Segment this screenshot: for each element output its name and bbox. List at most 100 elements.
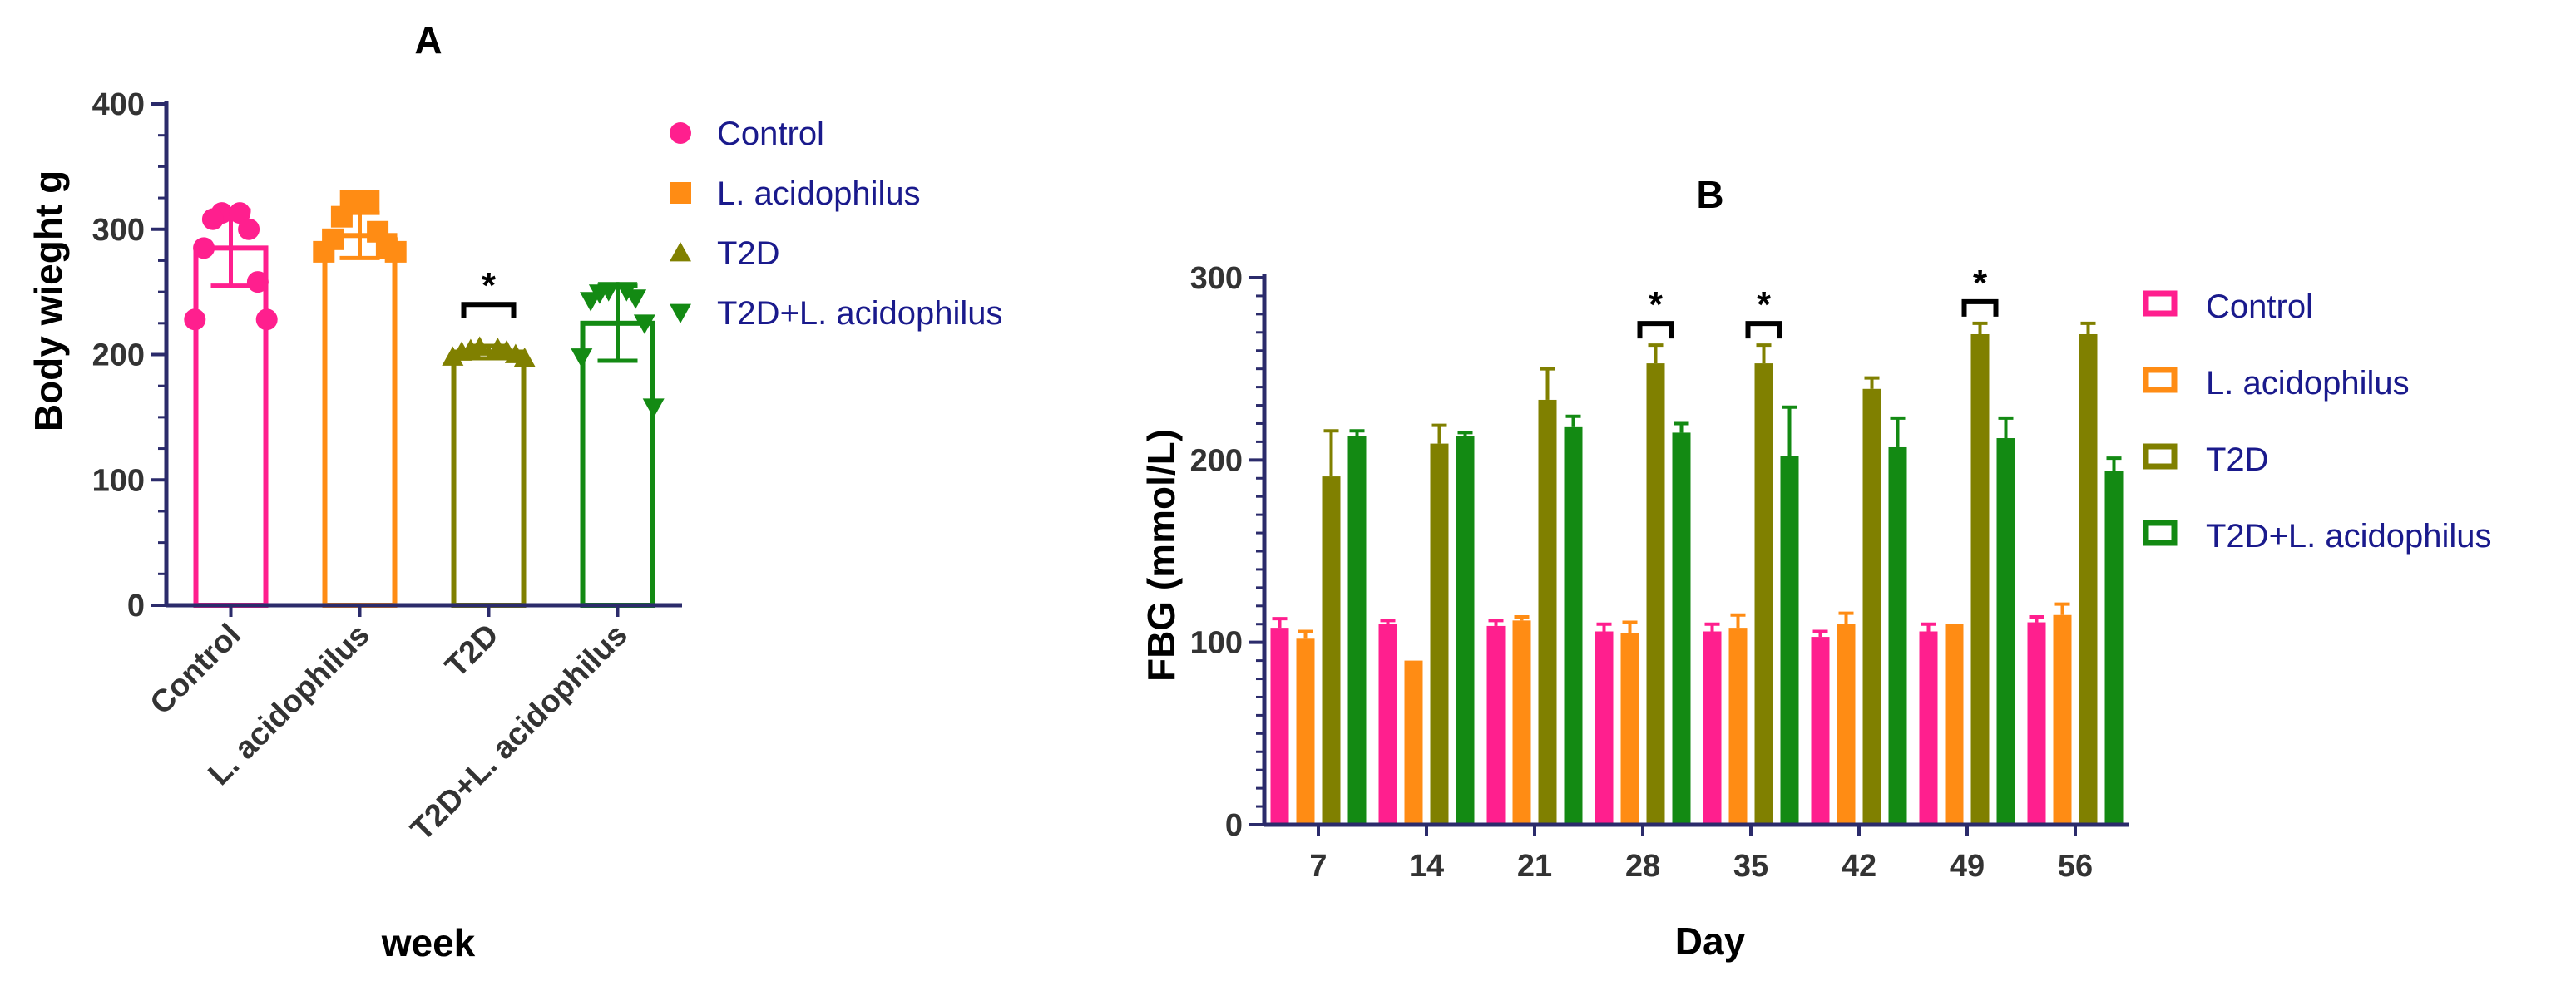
panel-a-title: A [414,18,442,62]
panel-b-title: B [1696,173,1723,216]
legend-label: T2D+L. acidophilus [717,295,1003,332]
bar [1862,388,1881,825]
bar [1296,638,1315,825]
panel-b-plot: 7 14 21 28 35 42 49 56 0 100 200 300 * * * [1190,261,2129,884]
significance-star: * [482,265,497,306]
significance-star: * [1757,284,1772,325]
data-point [625,289,647,309]
bar [2027,622,2046,825]
bar [1919,631,1938,825]
data-point [442,346,464,366]
data-point [330,205,353,228]
data-point [193,237,215,259]
y-tick-label: 0 [1225,808,1243,843]
panel-b: B FBG (mmol/L) Day 7 14 21 28 35 42 49 56 0 100 20… [1140,173,2492,963]
y-tick-label: 100 [92,463,145,498]
data-point [184,308,206,331]
y-tick-label: 300 [1190,261,1243,296]
bar [1780,456,1799,825]
panel-a-legend: Control L. acidophilus T2D T2D+L. acidophil… [670,116,1003,332]
data-point [246,271,269,293]
legend-label: T2D [717,235,780,272]
y-tick-label: 200 [1190,443,1243,478]
panel-b-x-axis-label: Day [1675,919,1746,963]
bar [1378,624,1397,825]
legend-swatch [2143,443,2178,470]
x-tick-label: 49 [1950,849,1985,884]
bar [1456,436,1475,825]
legend-marker [670,182,691,204]
y-tick-label: 300 [92,213,145,248]
x-tick-label: 21 [1517,849,1552,884]
bar [1728,628,1748,825]
significance-star: * [1649,284,1664,325]
significance-bracket [1745,321,1782,339]
legend-swatch [2143,367,2178,393]
x-tick-label: T2D [438,618,505,684]
x-tick-label: 56 [2058,849,2093,884]
bar [1404,660,1423,825]
bar [1538,399,1557,825]
bar [1811,637,1830,825]
bar [1595,631,1614,825]
panel-b-legend: Control L. acidophilus T2D T2D+L. acidophil… [2143,288,2492,555]
y-tick-label: 0 [127,589,145,624]
x-tick-label: T2D+L. acidophilus [404,618,635,848]
significance-star: * [1973,263,1988,303]
legend-label: L. acidophilus [2206,365,2410,402]
data-point [384,240,407,263]
data-point [229,202,251,224]
legend-label: L. acidophilus [717,175,921,212]
bar [1270,628,1289,825]
x-tick-label: 7 [1309,849,1327,884]
bar-2 [451,349,527,608]
bar [2053,614,2072,825]
legend-label: Control [2206,288,2313,325]
bar [1996,438,2015,825]
bar [1703,631,1722,825]
data-point [238,218,260,240]
bar [1512,620,1531,825]
panel-a: A Body wieght g week Control L. acidophil… [27,18,1003,964]
bar [1945,624,1964,825]
legend-label: Control [717,116,824,152]
bar [1646,363,1665,825]
data-point [633,314,655,334]
bar [1486,625,1506,825]
data-point [513,348,536,367]
bar [2079,333,2098,825]
significance-bracket [461,302,517,318]
bar [1430,443,1449,825]
data-point [313,240,335,263]
data-point [201,208,224,230]
bar [1347,436,1367,825]
bar [1754,363,1773,825]
panel-b-y-axis-label: FBG (mmol/L) [1140,429,1183,682]
legend-label: T2D [2206,441,2269,478]
x-tick-label: 14 [1409,849,1444,884]
bar [1888,446,1907,825]
data-point [642,398,665,418]
legend-label: T2D+L. acidophilus [2206,518,2492,555]
x-tick-label: 28 [1625,849,1660,884]
x-tick-label: 42 [1842,849,1876,884]
y-tick-label: 400 [92,87,145,122]
bar [2104,471,2124,825]
bar [1837,624,1856,825]
data-point [358,190,380,212]
legend-marker [670,122,691,144]
legend-marker [670,303,691,323]
data-point [255,308,278,331]
bar-1 [322,233,398,608]
data-point [571,348,593,368]
data-point [580,292,602,312]
bar-0 [193,245,269,608]
x-tick-label: Control [144,618,248,722]
x-tick-label: 35 [1733,849,1768,884]
y-tick-label: 200 [92,338,145,373]
bar [1322,476,1341,825]
bar [1970,333,1990,825]
bar-3 [580,320,655,608]
